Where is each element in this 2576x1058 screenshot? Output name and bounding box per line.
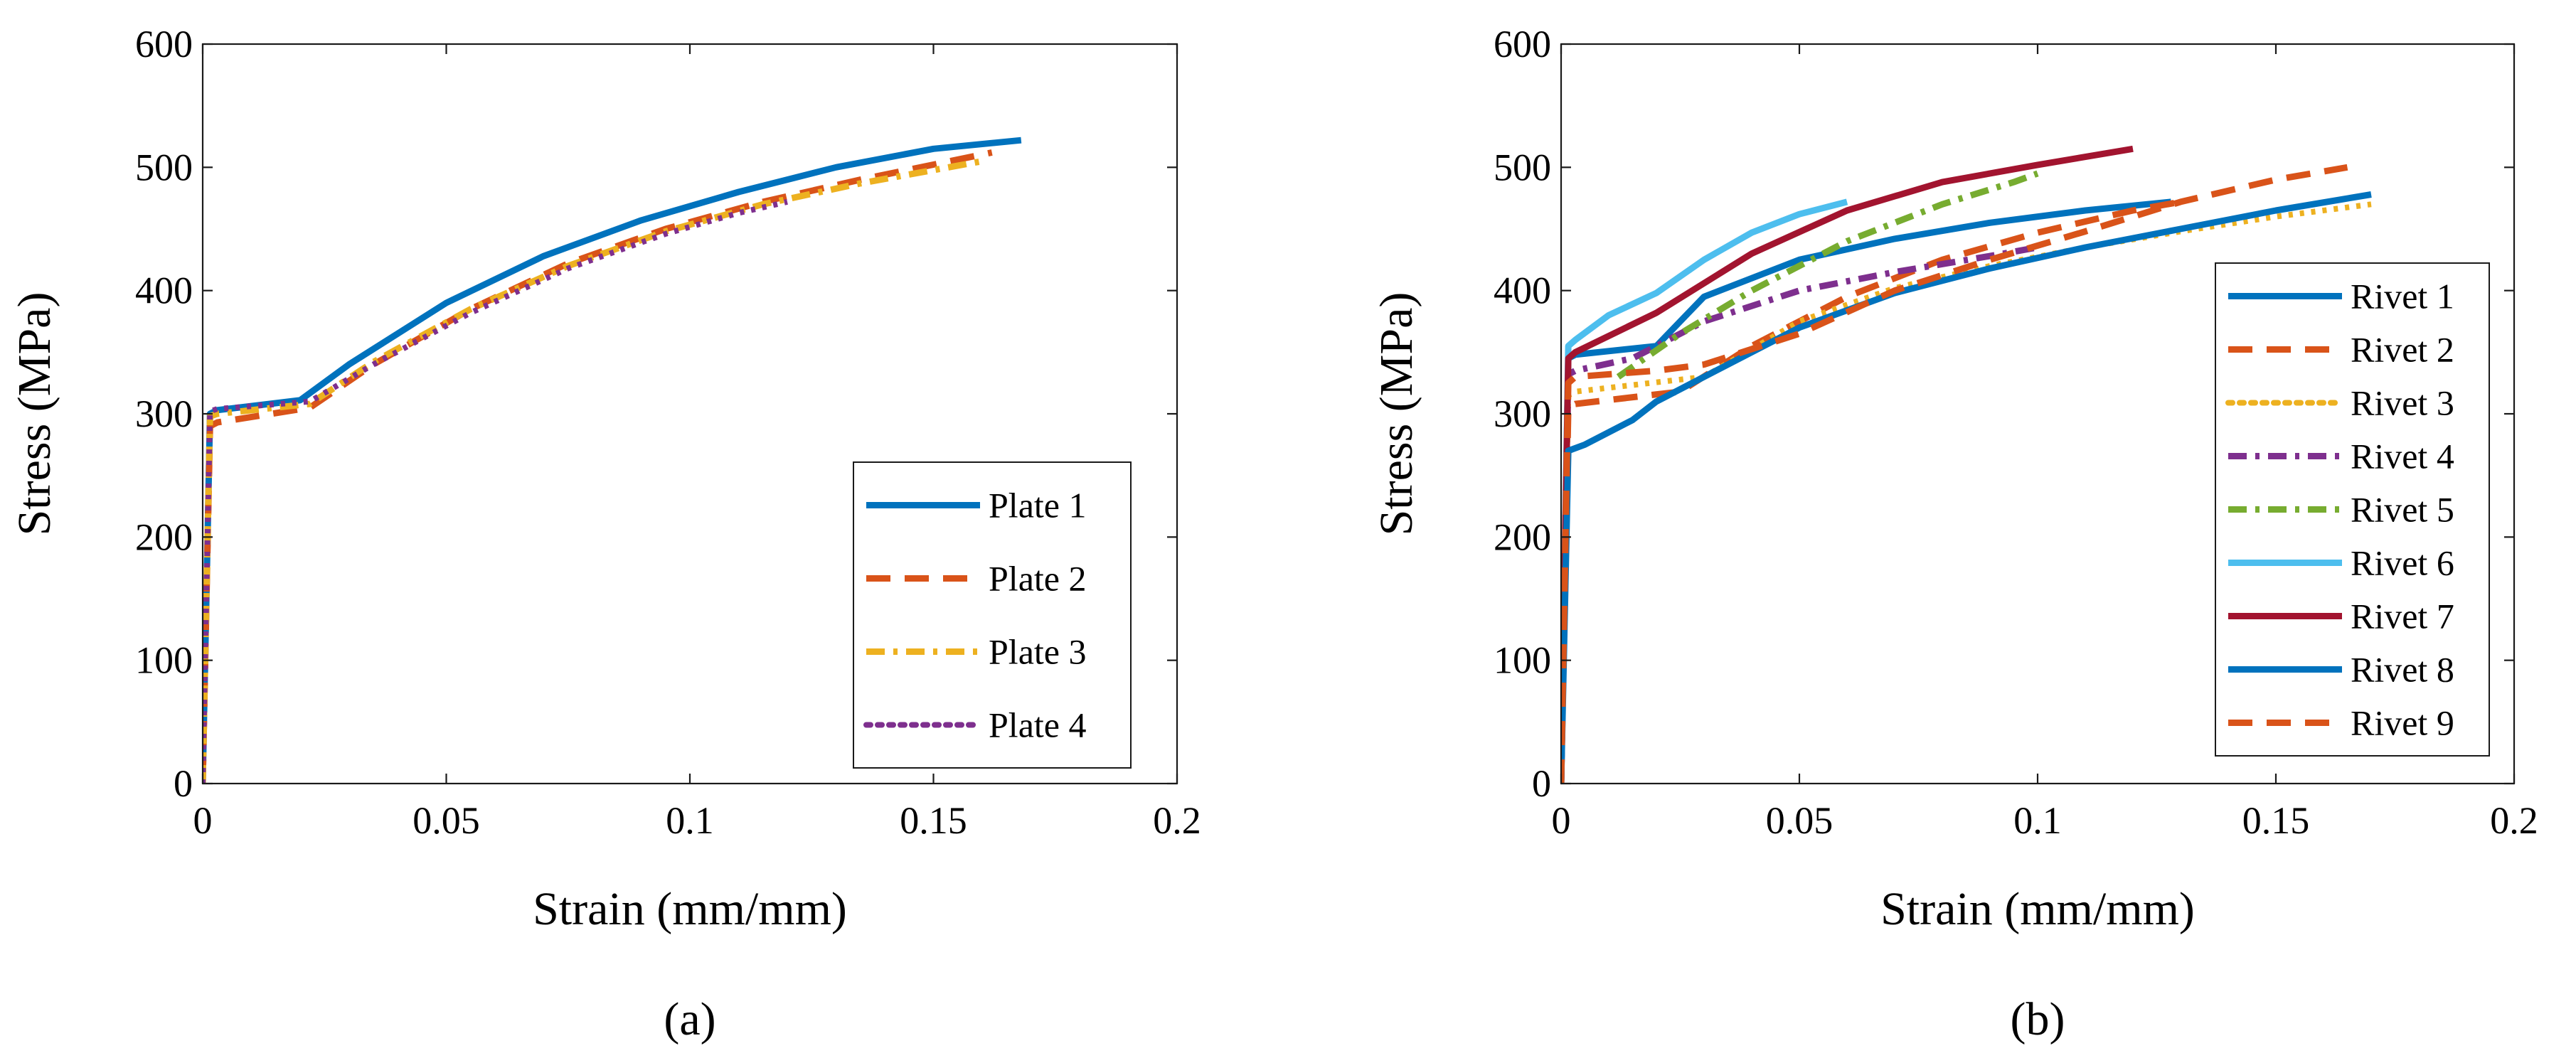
chart-a-legend-label-plate-4: Plate 4 xyxy=(989,705,1086,745)
chart-b-ytick-label: 500 xyxy=(1494,146,1551,188)
chart-b-ytick-label: 0 xyxy=(1532,762,1551,805)
chart-a-series-group xyxy=(203,137,1022,784)
chart-b-legend-label-rivet-2: Rivet 2 xyxy=(2351,330,2454,370)
chart-a-xtick-label: 0.05 xyxy=(413,799,480,842)
chart-b-ytick-label: 100 xyxy=(1494,639,1551,682)
chart-b-legend-label-rivet-6: Rivet 6 xyxy=(2351,543,2454,583)
chart-b-line-rivet-2 xyxy=(1561,198,2181,784)
chart-a-ytick-label: 500 xyxy=(135,146,193,188)
chart-panel-b: 0 0.05 0.1 0.15 0.2 0 100 200 300 400 500 600 Strain… xyxy=(1371,23,2538,1045)
chart-b-ytick-label: 300 xyxy=(1494,392,1551,435)
chart-a-legend: Plate 1 Plate 2 Plate 3 Plate 4 xyxy=(853,461,1132,769)
chart-a-legend-box xyxy=(853,461,1132,769)
chart-a-legend-label-plate-2: Plate 2 xyxy=(989,559,1086,599)
chart-a-line-plate-2 xyxy=(203,149,993,784)
chart-b-legend-label-rivet-1: Rivet 1 xyxy=(2351,277,2454,316)
chart-b-xtick-label: 0.2 xyxy=(2490,799,2538,842)
chart-b-legend-label-rivet-3: Rivet 3 xyxy=(2351,383,2454,423)
chart-b-legend-label-rivet-8: Rivet 8 xyxy=(2351,650,2454,690)
chart-b-legend-label-rivet-9: Rivet 9 xyxy=(2351,703,2454,743)
chart-a-xtick-label: 0.15 xyxy=(900,799,967,842)
chart-a-xtick-label: 0.1 xyxy=(666,799,714,842)
chart-b-panel-label: (b) xyxy=(2011,993,2065,1045)
chart-a-xtick-label: 0.2 xyxy=(1153,799,1201,842)
chart-a-ytick-label: 100 xyxy=(135,639,193,682)
chart-a-line-plate-3 xyxy=(203,158,983,784)
chart-b-line-rivet-6 xyxy=(1561,198,1848,784)
chart-b-xtick-label: 0.15 xyxy=(2242,799,2310,842)
chart-b-ytick-label: 600 xyxy=(1494,23,1551,65)
chart-b-line-rivet-9 xyxy=(1561,164,2348,784)
chart-b-legend-label-rivet-7: Rivet 7 xyxy=(2351,597,2454,636)
chart-a-ytick-label: 200 xyxy=(135,515,193,558)
chart-b-series-group xyxy=(1561,145,2372,784)
chart-a-ytick-label: 600 xyxy=(135,23,193,65)
chart-a-panel-label: (a) xyxy=(664,993,715,1045)
chart-a-ytick-label: 0 xyxy=(174,762,193,805)
chart-b-xtick-label: 0.1 xyxy=(2013,799,2062,842)
chart-b-line-rivet-3 xyxy=(1561,201,2372,784)
chart-panel-a: 0 0.05 0.1 0.15 0.2 0 100 200 300 400 500 600 Strain… xyxy=(9,23,1201,1045)
chart-a-x-axis-label: Strain (mm/mm) xyxy=(533,883,847,935)
chart-b-line-rivet-5 xyxy=(1616,170,2039,380)
chart-a-y-axis-label: Stress (MPa) xyxy=(9,292,60,536)
chart-a-ytick-label: 300 xyxy=(135,392,193,435)
chart-b-ytick-label: 200 xyxy=(1494,515,1551,558)
chart-b-x-axis-label: Strain (mm/mm) xyxy=(1880,883,2195,935)
chart-a-xtick-label: 0 xyxy=(193,799,213,842)
chart-b-line-rivet-7 xyxy=(1561,145,2134,784)
chart-a-legend-label-plate-3: Plate 3 xyxy=(989,632,1086,672)
chart-b-ytick-label: 400 xyxy=(1494,269,1551,312)
chart-b-xtick-label: 0.05 xyxy=(1766,799,1833,842)
chart-b-legend: Rivet 1 Rivet 2 Rivet 3 Rivet 4 Rivet 5 Rivet… xyxy=(2215,262,2490,757)
chart-b-legend-label-rivet-4: Rivet 4 xyxy=(2351,437,2454,476)
chart-b-xtick-label: 0 xyxy=(1552,799,1571,842)
chart-b-y-axis-label: Stress (MPa) xyxy=(1371,292,1422,536)
chart-b-legend-box xyxy=(2215,262,2490,757)
chart-a-line-plate-4 xyxy=(203,198,788,784)
chart-a-ytick-label: 400 xyxy=(135,269,193,312)
chart-a-legend-label-plate-1: Plate 1 xyxy=(989,486,1086,525)
chart-b-legend-label-rivet-5: Rivet 5 xyxy=(2351,490,2454,530)
chart-b-line-rivet-8 xyxy=(1561,191,2372,784)
